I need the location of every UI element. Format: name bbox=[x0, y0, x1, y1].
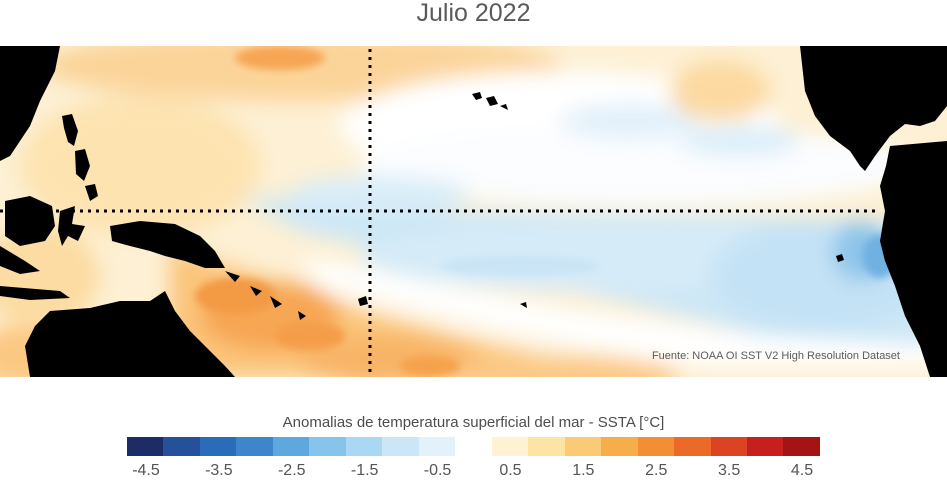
colorbar-swatch bbox=[637, 437, 675, 456]
colorbar-swatch bbox=[418, 437, 456, 456]
colorbar-swatch bbox=[710, 437, 747, 456]
colorbar-swatch bbox=[236, 437, 273, 456]
colorbar-swatch bbox=[783, 437, 820, 456]
colorbar-tick-label: 1.5 bbox=[572, 462, 595, 479]
colorbar-swatch bbox=[528, 437, 565, 456]
colorbar-tick-label: 4.5 bbox=[790, 462, 814, 479]
colorbar-swatch bbox=[345, 437, 383, 456]
colorbar-swatch bbox=[674, 437, 711, 456]
colorbar-swatch bbox=[601, 437, 638, 456]
colorbar-tick-label: -1.5 bbox=[350, 462, 379, 479]
colorbar-tick-label: -4.5 bbox=[132, 462, 160, 479]
colorbar bbox=[127, 437, 820, 456]
colorbar-tick-label: -2.5 bbox=[277, 462, 306, 479]
colorbar-tick-label: 2.5 bbox=[645, 462, 668, 479]
colorbar-swatch bbox=[272, 437, 310, 456]
colorbar-tick-label: 0.5 bbox=[499, 462, 522, 479]
colorbar-swatch bbox=[163, 437, 200, 456]
colorbar-swatch bbox=[491, 437, 529, 456]
colorbar-tick-label: -0.5 bbox=[423, 462, 452, 479]
chart-title: Julio 2022 bbox=[416, 0, 531, 27]
colorbar-swatch bbox=[199, 437, 237, 456]
colorbar-title: Anomalias de temperatura superficial del… bbox=[282, 414, 665, 431]
source-note: Fuente: NOAA OI SST V2 High Resolution D… bbox=[651, 350, 900, 362]
colorbar-swatch bbox=[127, 437, 164, 456]
ssta-map bbox=[0, 46, 947, 377]
colorbar-swatch bbox=[455, 437, 492, 456]
colorbar-swatch bbox=[382, 437, 419, 456]
colorbar-swatch bbox=[746, 437, 784, 456]
landmass bbox=[0, 46, 947, 377]
colorbar-swatch bbox=[564, 437, 602, 456]
colorbar-swatch bbox=[309, 437, 346, 456]
colorbar-tick-label: 3.5 bbox=[717, 462, 741, 479]
colorbar-tick-label: -3.5 bbox=[205, 462, 233, 479]
